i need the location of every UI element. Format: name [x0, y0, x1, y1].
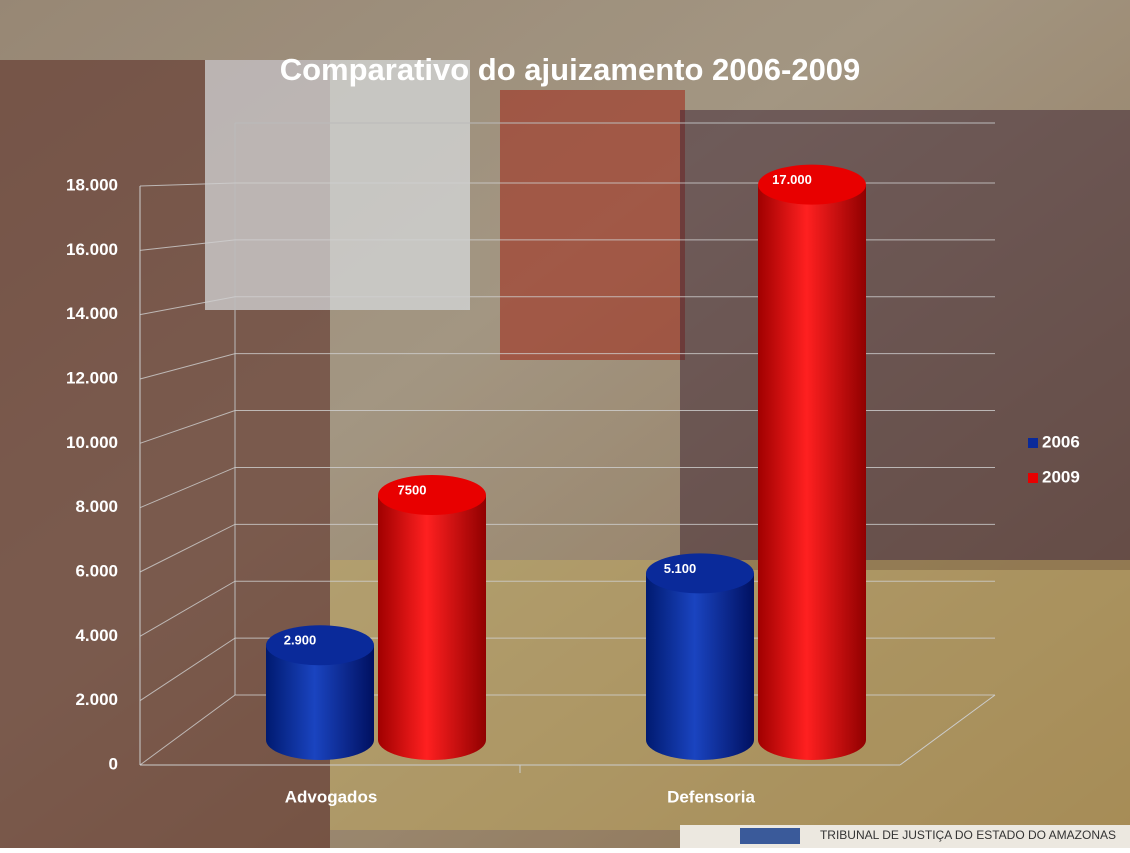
grid-line — [139, 466, 995, 509]
grid-line — [139, 523, 995, 573]
y-tick-label: 16.000 — [66, 240, 118, 259]
y-tick-label: 6.000 — [75, 561, 118, 580]
y-tick-label: 14.000 — [66, 304, 118, 323]
bar — [646, 573, 754, 740]
bar-top — [378, 475, 486, 515]
data-label: 17.000 — [772, 172, 812, 187]
legend-swatch — [1028, 473, 1038, 483]
legend-swatch — [1028, 438, 1038, 448]
y-tick-label: 10.000 — [66, 433, 118, 452]
grid-line — [139, 182, 995, 187]
bar — [758, 184, 866, 740]
chart: 0 2.000 4.000 6.000 8.000 10.000 12.000 14.000 1… — [66, 122, 1080, 806]
y-tick-label: 12.000 — [66, 368, 118, 387]
bar-top — [266, 625, 374, 666]
photo-person-2 — [680, 110, 1130, 570]
data-label: 5.100 — [664, 561, 697, 576]
y-tick-label: 0 — [109, 754, 118, 773]
bar-top — [758, 164, 866, 205]
grid-line — [139, 353, 995, 380]
footer-logo — [740, 828, 800, 844]
floor-right — [899, 694, 996, 766]
grid-line — [139, 296, 995, 316]
y-tick-label: 4.000 — [75, 626, 118, 645]
data-label: 2.900 — [284, 633, 317, 648]
x-tick-label: Advogados — [285, 787, 378, 806]
chart-title: Comparativo do ajuizamento 2006-2009 — [280, 52, 861, 87]
x-tick-label: Defensoria — [667, 787, 755, 806]
y-tick-label: 2.000 — [75, 690, 118, 709]
footer-text: TRIBUNAL DE JUSTIÇA DO ESTADO DO AMAZONA… — [820, 828, 1116, 842]
grid-line — [139, 410, 995, 444]
bar — [378, 495, 486, 740]
y-tick-label: 8.000 — [75, 497, 118, 516]
legend-label: 2009 — [1042, 467, 1080, 486]
data-label: 7500 — [398, 482, 427, 497]
photo-monitor — [205, 60, 470, 310]
legend-label: 2006 — [1042, 432, 1080, 451]
y-tick-label: 18.000 — [66, 175, 118, 194]
bar-top — [646, 553, 754, 594]
grid-line — [139, 239, 995, 251]
photo-poster — [500, 90, 685, 360]
